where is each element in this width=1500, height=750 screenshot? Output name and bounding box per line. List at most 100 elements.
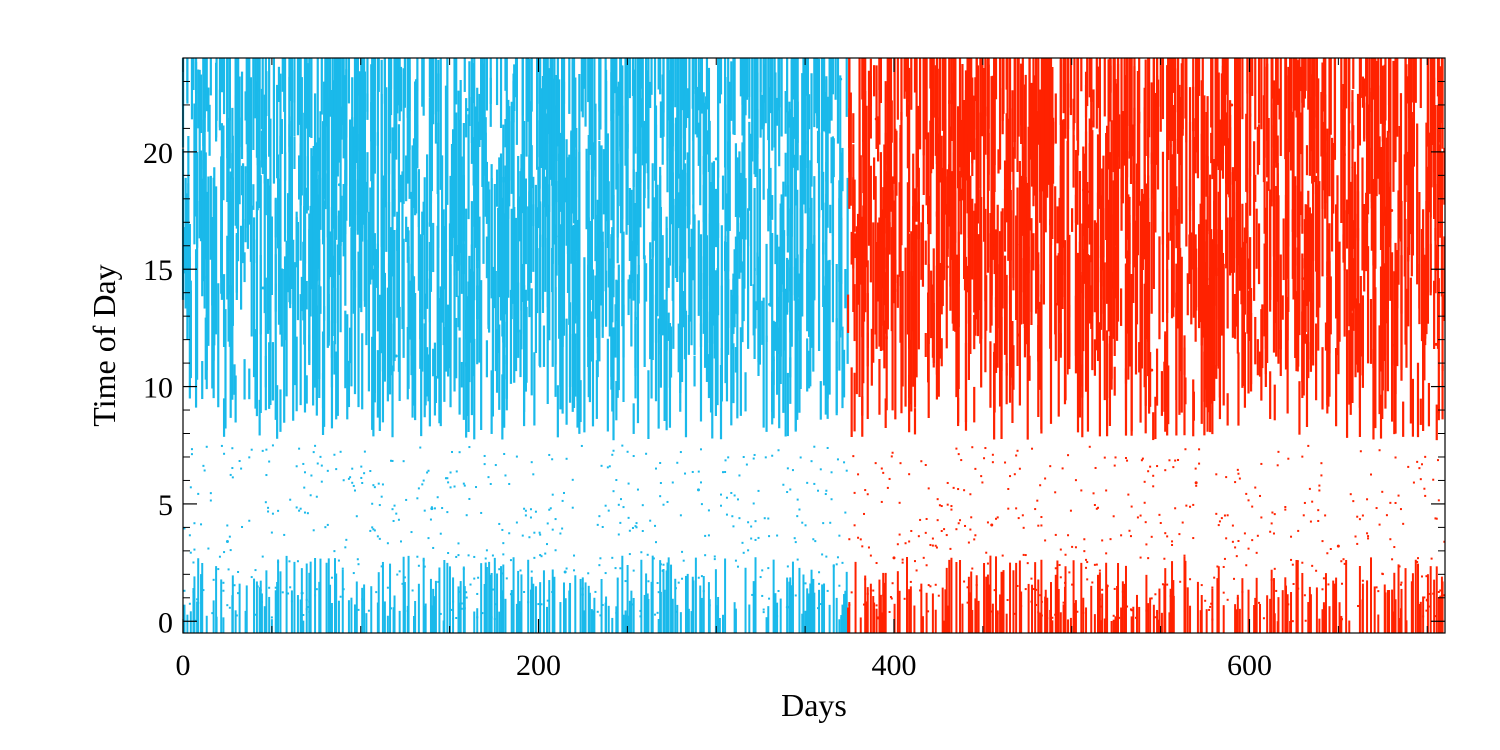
night-activity-dot <box>1171 543 1174 546</box>
night-activity-dot <box>980 475 983 478</box>
night-activity-dot <box>1071 583 1074 586</box>
night-activity-dot <box>1094 466 1097 469</box>
night-activity-dot <box>265 474 268 477</box>
night-activity-dot <box>324 526 327 529</box>
night-activity-dot <box>1256 534 1259 537</box>
night-activity-dot <box>437 580 440 583</box>
night-activity-dot <box>1366 532 1369 535</box>
night-activity-dot <box>654 613 657 616</box>
night-activity-dot <box>617 533 620 536</box>
night-activity-dot <box>1105 552 1108 555</box>
night-activity-dot <box>422 479 425 482</box>
night-activity-dot <box>819 603 822 606</box>
night-activity-dot <box>966 586 969 589</box>
night-activity-dot <box>212 578 215 581</box>
night-activity-dot <box>810 460 813 463</box>
y-tick-label: 5 <box>158 489 173 522</box>
night-activity-dot <box>1418 467 1421 470</box>
night-activity-dot <box>254 569 257 572</box>
night-activity-dot <box>801 521 804 524</box>
night-activity-dot <box>747 549 750 552</box>
night-activity-dot <box>1139 514 1142 517</box>
night-activity-dot <box>1076 610 1079 613</box>
data-point <box>1088 190 1092 194</box>
night-activity-dot <box>426 471 429 474</box>
night-activity-dot <box>447 481 450 484</box>
night-activity-dot <box>295 506 298 509</box>
night-activity-dot <box>782 483 785 486</box>
night-activity-dot <box>920 460 923 463</box>
night-activity-dot <box>1198 462 1201 465</box>
night-activity-dot <box>483 463 486 466</box>
night-activity-dot <box>635 526 638 529</box>
night-activity-dot <box>1420 575 1423 578</box>
night-activity-dot <box>1035 588 1038 591</box>
night-activity-dot <box>1226 598 1229 601</box>
night-activity-dot <box>1009 475 1012 478</box>
night-activity-dot <box>841 561 844 564</box>
night-activity-dot <box>475 486 478 489</box>
night-activity-dot <box>1118 616 1121 619</box>
night-activity-dot <box>1032 588 1035 591</box>
night-activity-dot <box>356 558 359 561</box>
night-activity-dot <box>1354 535 1357 538</box>
night-activity-dot <box>410 531 413 534</box>
night-activity-dot <box>931 544 934 547</box>
data-point <box>1301 277 1305 281</box>
night-activity-dot <box>530 461 533 464</box>
night-activity-dot <box>504 474 507 477</box>
night-activity-dot <box>725 496 728 499</box>
night-activity-dot <box>395 512 398 515</box>
night-activity-dot <box>465 514 468 517</box>
night-activity-dot <box>1220 517 1223 520</box>
night-activity-dot <box>270 531 273 534</box>
night-activity-dot <box>1004 461 1007 464</box>
night-activity-dot <box>1287 603 1290 606</box>
night-activity-dot <box>662 563 665 566</box>
night-activity-dot <box>1040 600 1043 603</box>
night-activity-dot <box>727 456 730 459</box>
night-activity-dot <box>838 534 841 537</box>
night-activity-dot <box>373 529 376 532</box>
night-activity-dot <box>832 564 835 567</box>
night-activity-dot <box>724 459 727 462</box>
night-activity-dot <box>759 576 762 579</box>
night-activity-dot <box>652 557 655 560</box>
night-activity-dot <box>635 522 638 525</box>
night-activity-dot <box>1416 460 1419 463</box>
night-activity-dot <box>1126 459 1129 462</box>
night-activity-dot <box>1290 558 1293 561</box>
night-activity-dot <box>439 612 442 615</box>
night-activity-dot <box>817 489 820 492</box>
night-activity-dot <box>196 598 199 601</box>
night-activity-dot <box>1291 563 1294 566</box>
night-activity-dot <box>1284 505 1287 508</box>
night-activity-dot <box>533 556 536 559</box>
night-activity-dot <box>335 468 338 471</box>
night-activity-dot <box>548 453 551 456</box>
night-activity-dot <box>611 453 614 456</box>
night-activity-dot <box>498 522 501 525</box>
night-activity-dot <box>457 542 460 545</box>
night-activity-dot <box>763 517 766 520</box>
night-activity-dot <box>1147 557 1150 560</box>
tick-group: 0 200 400 600 0 5 10 15 20 <box>143 57 1445 682</box>
night-activity-dot <box>1394 456 1397 459</box>
night-activity-dot <box>1095 507 1098 510</box>
night-activity-dot <box>1040 614 1043 617</box>
night-activity-dot <box>1140 459 1143 462</box>
night-activity-dot <box>754 538 757 541</box>
night-activity-dot <box>1189 505 1192 508</box>
night-activity-dot <box>612 490 615 493</box>
night-activity-dot <box>238 459 241 462</box>
night-activity-dot <box>1225 537 1228 540</box>
night-activity-dot <box>1040 516 1043 519</box>
night-activity-dot <box>826 446 829 449</box>
night-activity-dot <box>861 545 864 548</box>
night-activity-dot <box>600 464 603 467</box>
night-activity-dot <box>971 567 974 570</box>
night-activity-dot <box>469 583 472 586</box>
night-activity-dot <box>1178 533 1181 536</box>
night-activity-dot <box>333 550 336 553</box>
night-activity-dot <box>990 610 993 613</box>
